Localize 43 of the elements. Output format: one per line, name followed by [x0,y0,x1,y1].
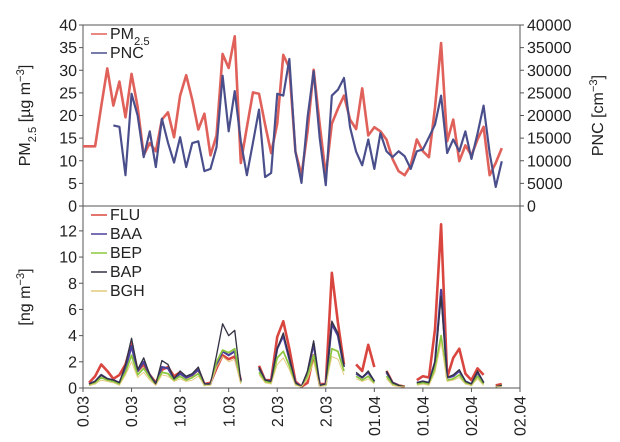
y-tick-label: 10 [59,250,78,267]
y-tick-label: 5 [68,176,78,193]
y-tick-label: 30 [59,62,78,80]
y-tick-label: 0 [68,198,78,216]
y2-tick-label: 5000 [527,176,563,193]
line-series [112,58,503,188]
x-tick-label: 2.03 [270,396,287,428]
y-tick-label: 20 [59,108,78,126]
y-tick-label: 4 [68,328,78,346]
y-tick-label: 10 [59,153,78,170]
x-tick-label: 01.04 [366,396,384,436]
y-tick-label: 40 [59,18,78,35]
y2-tick-label: 35000 [527,40,572,58]
y-tick-label: 2 [68,354,78,372]
y2-tick-label: 10000 [527,153,572,170]
x-tick-label: 0.03 [124,396,142,428]
y-tick-label: 35 [59,40,78,58]
y2-tick-label: 25000 [527,85,572,102]
legend-label: PNC [110,45,144,62]
y2-tick-label: 30000 [527,62,572,80]
y-tick-label: 0 [68,380,78,398]
x-tick-label: 1.03 [221,396,238,428]
x-tick-label: 02.04 [512,396,530,436]
y-tick-label: 8 [68,276,78,293]
x-tick-label: 2.03 [318,396,336,428]
x-tick-label: 1.03 [172,396,190,428]
x-tick-label: 0.03 [76,396,93,428]
legend-label: BAA [110,226,142,243]
y-tick-label: 15 [59,130,78,148]
legend-label: BAP [110,264,142,281]
x-tick-label: 02.04 [464,396,482,436]
y-tick-label: 25 [59,85,78,102]
y2-tick-label: 0 [527,198,536,216]
y-tick-label: 6 [68,302,78,320]
y2-tick-label: 40000 [527,18,572,35]
x-tick-label: 01.04 [415,396,432,436]
y2-tick-label: 15000 [527,130,572,148]
legend-label: BEP [110,245,142,262]
legend-label: FLU [110,207,140,224]
legend-label: PM$_{2.5}$ [110,26,150,48]
legend-label: BGH [110,283,145,300]
y-tick-label: 12 [59,223,78,240]
y2-tick-label: 20000 [527,108,572,126]
